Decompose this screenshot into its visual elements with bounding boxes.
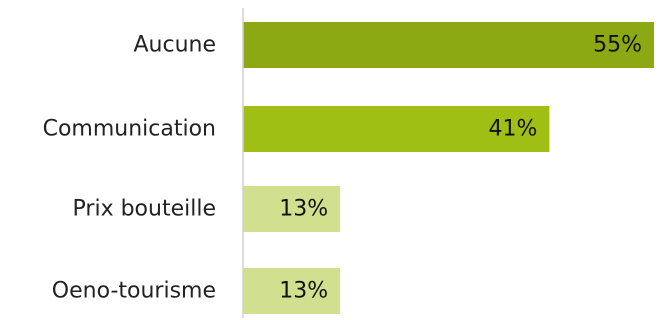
category-label: Oeno-tourisme [52,279,216,304]
value-labels: 55% 41% 13% 13% [279,33,642,304]
value-label: 41% [488,117,537,142]
bar-communication [243,106,550,152]
category-label: Aucune [133,33,216,58]
value-label: 13% [279,197,328,222]
bars [243,22,654,314]
category-label: Prix bouteille [73,197,216,222]
bar-oeno-tourisme [243,268,341,314]
category-labels: Aucune Communication Prix bouteille Oeno-to… [43,33,216,304]
category-label: Communication [43,117,216,142]
value-label: 55% [593,33,642,58]
bar-prix-bouteille [243,186,341,232]
bar-aucune [243,22,654,68]
value-label: 13% [279,279,328,304]
